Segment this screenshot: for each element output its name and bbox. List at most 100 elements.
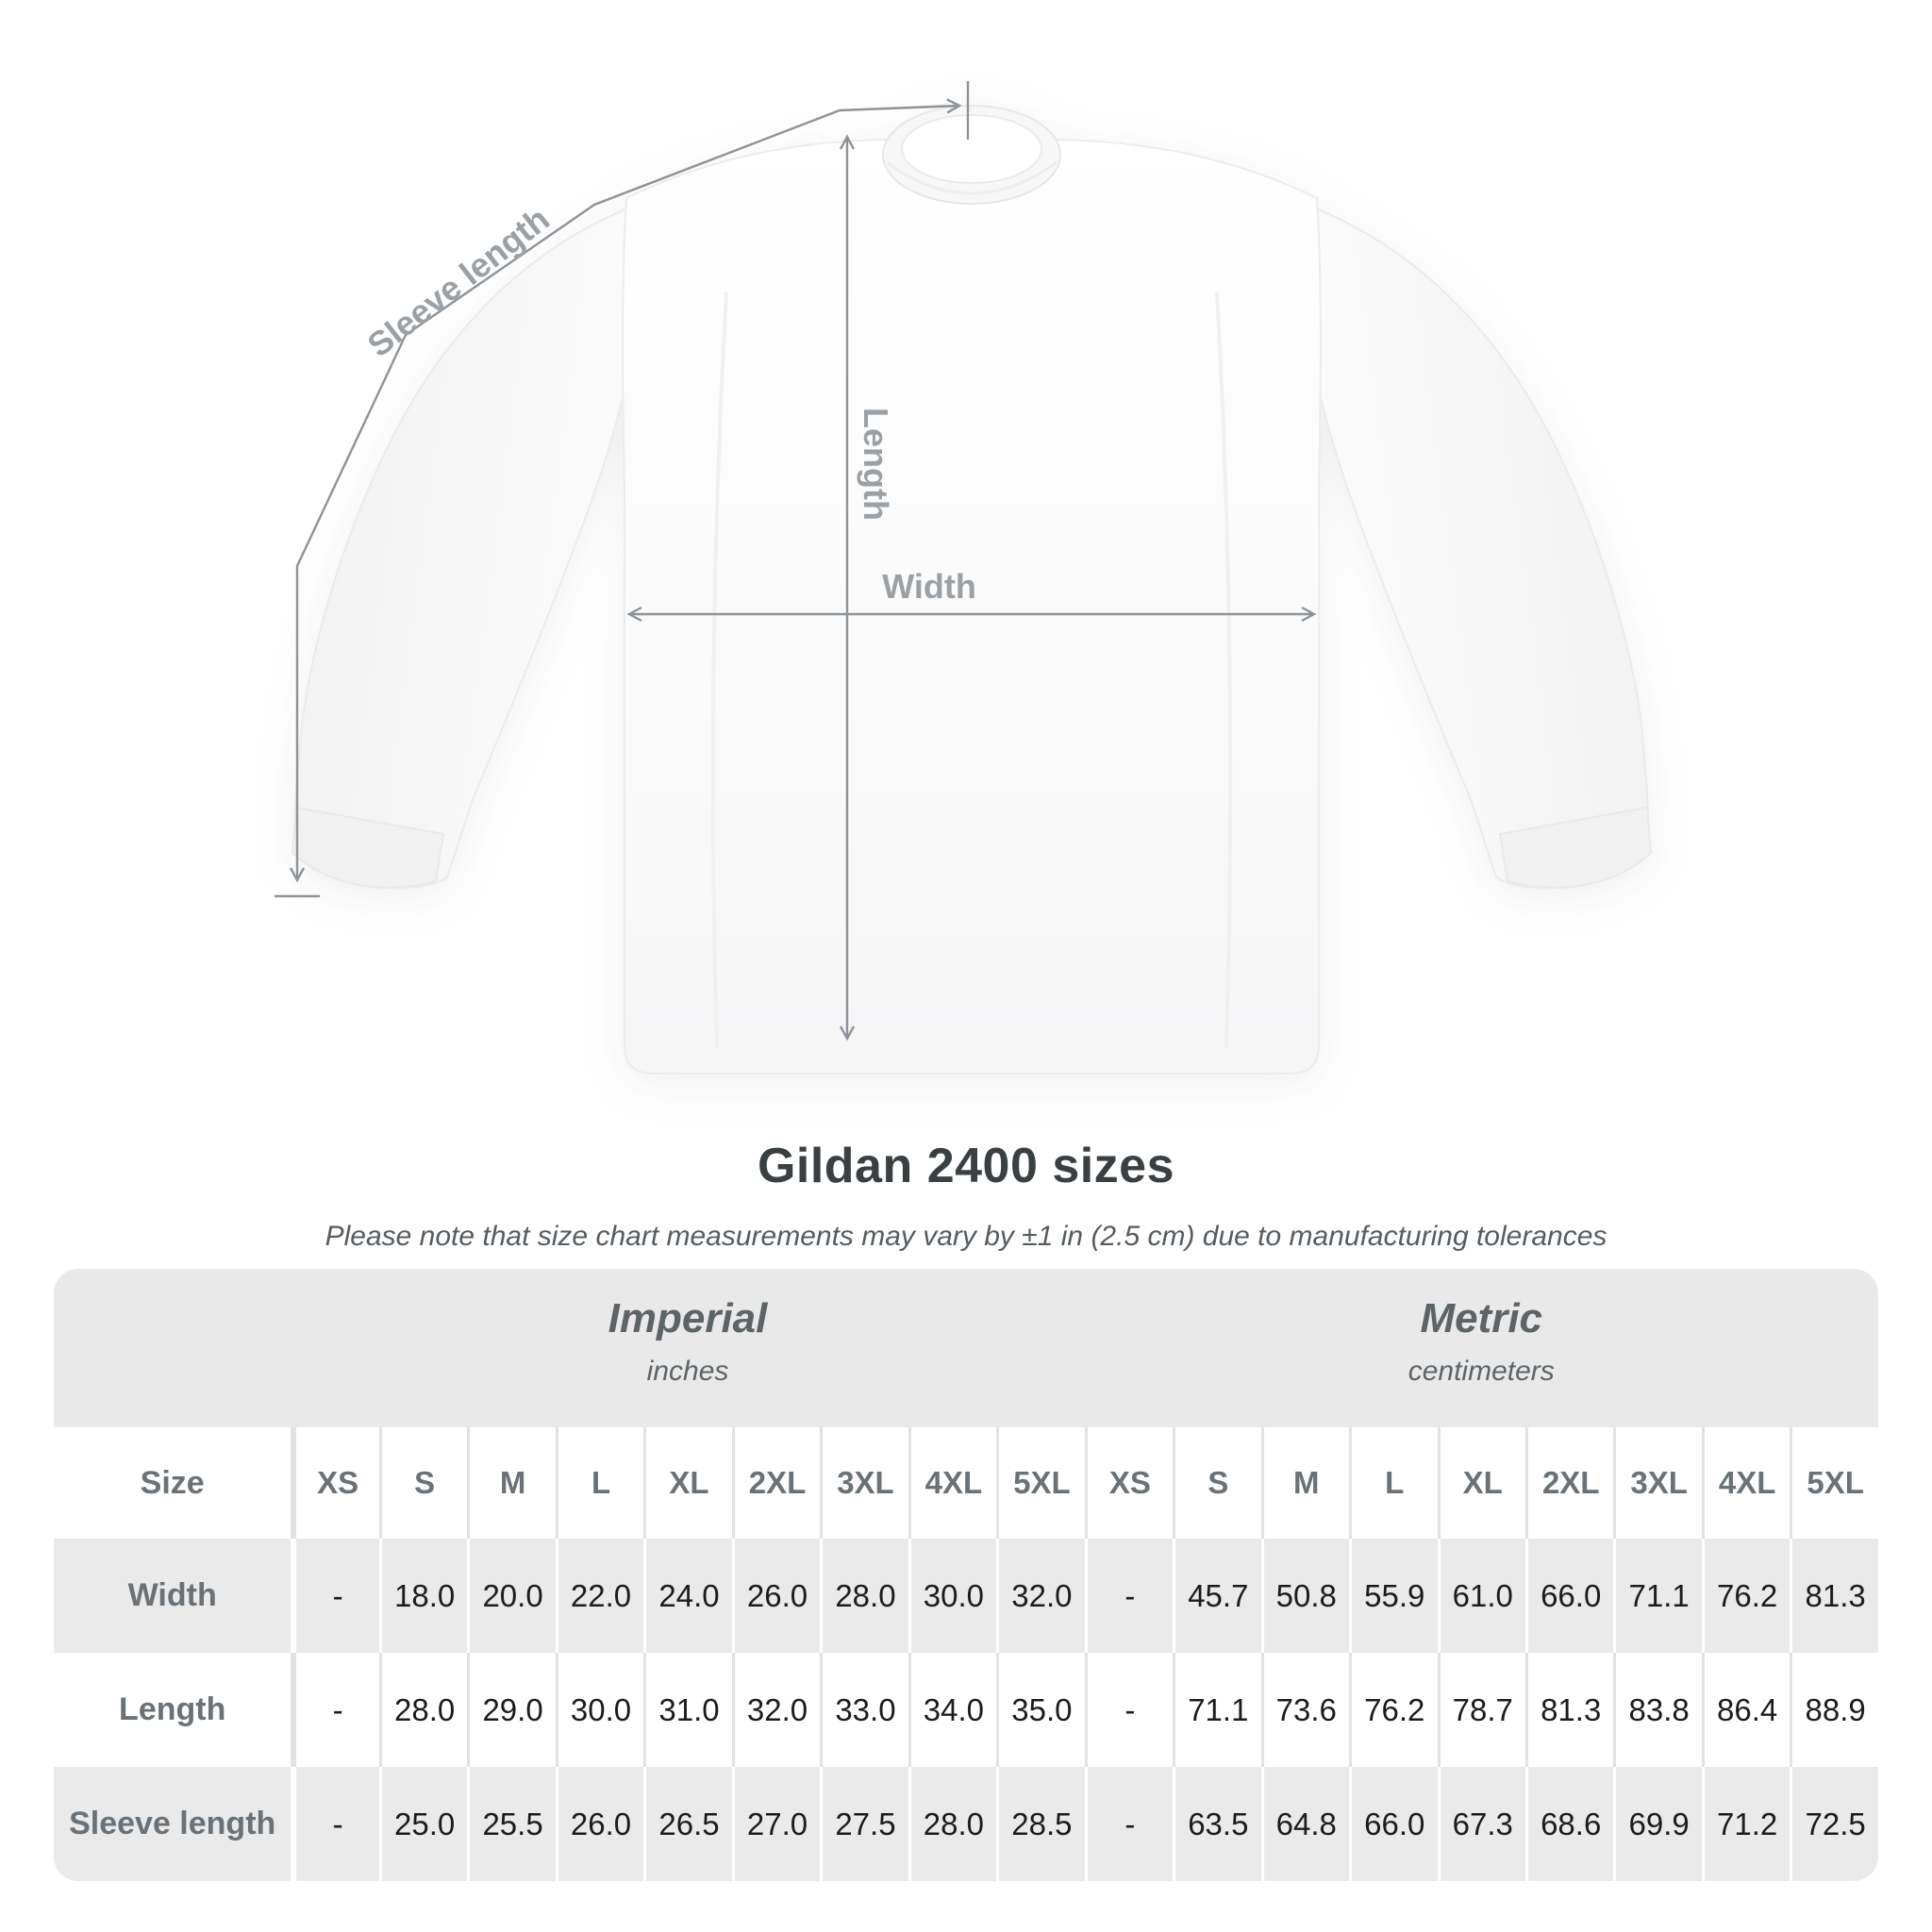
cell: - bbox=[1084, 1653, 1173, 1767]
cell: 27.0 bbox=[731, 1767, 820, 1881]
cell: 34.0 bbox=[908, 1653, 996, 1767]
cell: 71.2 bbox=[1701, 1767, 1790, 1881]
width-label: Width bbox=[882, 567, 976, 606]
cell: 71.1 bbox=[1613, 1539, 1701, 1653]
metric-header: Metric centimeters bbox=[1085, 1269, 1878, 1427]
cell: 28.5 bbox=[996, 1767, 1084, 1881]
size-header-row: Size XS S M L XL 2XL 3XL 4XL 5XL XS S M … bbox=[54, 1427, 1878, 1539]
cell: 25.5 bbox=[467, 1767, 555, 1881]
right-sleeve bbox=[1281, 194, 1650, 889]
crease-right bbox=[1215, 291, 1233, 1048]
cell: 63.5 bbox=[1173, 1767, 1260, 1881]
cell: - bbox=[291, 1767, 378, 1881]
cell: 76.2 bbox=[1349, 1653, 1437, 1767]
cell: 67.3 bbox=[1437, 1767, 1525, 1881]
cell: 61.0 bbox=[1437, 1539, 1525, 1653]
cell: 66.0 bbox=[1524, 1539, 1613, 1653]
imperial-unit: inches bbox=[646, 1356, 729, 1387]
right-cuff bbox=[1498, 806, 1653, 889]
cell: 66.0 bbox=[1349, 1767, 1437, 1881]
cell: 81.3 bbox=[1790, 1539, 1877, 1653]
size-header: 2XL bbox=[731, 1427, 820, 1539]
cell: 55.9 bbox=[1349, 1539, 1437, 1653]
cell: 86.4 bbox=[1701, 1653, 1790, 1767]
size-header: XL bbox=[643, 1427, 731, 1539]
size-header: L bbox=[555, 1427, 643, 1539]
size-header: 4XL bbox=[1701, 1427, 1790, 1539]
cell: - bbox=[291, 1539, 378, 1653]
cell: 29.0 bbox=[467, 1653, 555, 1767]
cell: 18.0 bbox=[378, 1539, 467, 1653]
size-header: S bbox=[378, 1427, 467, 1539]
cell: 27.5 bbox=[820, 1767, 908, 1881]
size-header: L bbox=[1349, 1427, 1437, 1539]
cell: 71.1 bbox=[1173, 1653, 1260, 1767]
cell: 68.6 bbox=[1524, 1767, 1613, 1881]
cell: 28.0 bbox=[378, 1653, 467, 1767]
size-table: Imperial inches Metric centimeters Size … bbox=[54, 1269, 1878, 1881]
cell: 25.0 bbox=[378, 1767, 467, 1881]
size-header: M bbox=[467, 1427, 555, 1539]
cell: 35.0 bbox=[996, 1653, 1084, 1767]
size-header: 5XL bbox=[996, 1427, 1084, 1539]
size-column-header: Size bbox=[140, 1464, 205, 1501]
size-header: S bbox=[1173, 1427, 1260, 1539]
cell: 45.7 bbox=[1173, 1539, 1260, 1653]
metric-unit: centimeters bbox=[1407, 1356, 1555, 1387]
cell: 24.0 bbox=[643, 1539, 731, 1653]
table-row-width: Width - 18.0 20.0 22.0 24.0 26.0 28.0 30… bbox=[54, 1539, 1878, 1653]
unit-system-band: Imperial inches Metric centimeters bbox=[54, 1269, 1878, 1427]
cell: 76.2 bbox=[1701, 1539, 1790, 1653]
row-label: Sleeve length bbox=[69, 1806, 276, 1841]
imperial-name: Imperial bbox=[608, 1295, 768, 1341]
left-sleeve bbox=[293, 194, 662, 889]
measurement-lines bbox=[275, 81, 1317, 1041]
cell: 64.8 bbox=[1260, 1767, 1349, 1881]
cell: 33.0 bbox=[820, 1653, 908, 1767]
length-label: Length bbox=[857, 408, 895, 521]
cell: 31.0 bbox=[643, 1653, 731, 1767]
shirt-body bbox=[622, 138, 1322, 1074]
shirt-measurement-diagram: Sleeve length Length Width bbox=[275, 81, 1653, 1074]
cell: - bbox=[1084, 1539, 1173, 1653]
size-header: 2XL bbox=[1524, 1427, 1613, 1539]
size-header: 5XL bbox=[1790, 1427, 1877, 1539]
cell: 28.0 bbox=[908, 1767, 996, 1881]
sleeve-length-line bbox=[289, 98, 962, 883]
metric-name: Metric bbox=[1420, 1295, 1543, 1341]
cell: 69.9 bbox=[1613, 1767, 1701, 1881]
collar-inner bbox=[901, 114, 1042, 184]
table-row-sleeve-length: Sleeve length - 25.0 25.5 26.0 26.5 27.0… bbox=[54, 1767, 1878, 1881]
size-header: XS bbox=[291, 1427, 378, 1539]
row-label: Length bbox=[119, 1691, 226, 1727]
size-header: M bbox=[1260, 1427, 1349, 1539]
cell: - bbox=[1084, 1767, 1173, 1881]
cell: 22.0 bbox=[555, 1539, 643, 1653]
cell: - bbox=[291, 1653, 378, 1767]
cell: 30.0 bbox=[908, 1539, 996, 1653]
cell: 30.0 bbox=[555, 1653, 643, 1767]
cell: 72.5 bbox=[1790, 1767, 1877, 1881]
page-subtitle: Please note that size chart measurements… bbox=[325, 1221, 1607, 1252]
cell: 88.9 bbox=[1790, 1653, 1877, 1767]
row-label: Width bbox=[127, 1577, 217, 1613]
cell: 32.0 bbox=[731, 1653, 820, 1767]
cell: 32.0 bbox=[996, 1539, 1084, 1653]
page-title: Gildan 2400 sizes bbox=[757, 1139, 1175, 1193]
size-header: 3XL bbox=[1613, 1427, 1701, 1539]
cell: 78.7 bbox=[1437, 1653, 1525, 1767]
table-row-length: Length - 28.0 29.0 30.0 31.0 32.0 33.0 3… bbox=[54, 1653, 1878, 1767]
cell: 28.0 bbox=[820, 1539, 908, 1653]
size-header: 4XL bbox=[908, 1427, 996, 1539]
cell: 81.3 bbox=[1524, 1653, 1613, 1767]
cell: 73.6 bbox=[1260, 1653, 1349, 1767]
imperial-header: Imperial inches bbox=[291, 1269, 1084, 1427]
cell: 20.0 bbox=[467, 1539, 555, 1653]
size-header: 3XL bbox=[820, 1427, 908, 1539]
cell: 50.8 bbox=[1260, 1539, 1349, 1653]
cell: 83.8 bbox=[1613, 1653, 1701, 1767]
cell: 26.0 bbox=[731, 1539, 820, 1653]
cell: 26.5 bbox=[643, 1767, 731, 1881]
cell: 26.0 bbox=[555, 1767, 643, 1881]
